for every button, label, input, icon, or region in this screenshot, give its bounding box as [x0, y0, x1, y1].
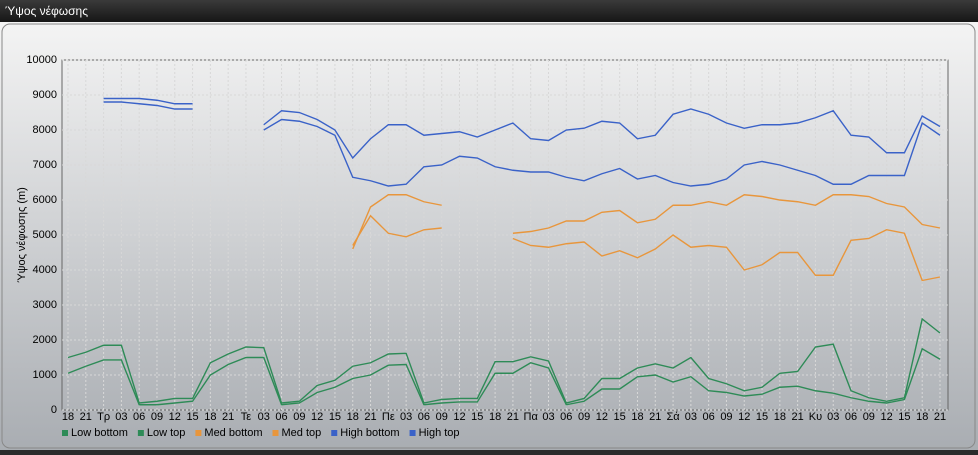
y-tick-label: 5000 [33, 229, 57, 241]
legend-label: High top [419, 427, 460, 439]
legend-swatch [195, 430, 202, 436]
x-tick-label: 12 [311, 411, 323, 423]
legend-swatch [409, 430, 416, 436]
x-tick-label: 09 [863, 411, 875, 423]
x-tick-label: 15 [329, 411, 341, 423]
y-tick-label: 7000 [33, 159, 57, 171]
x-tick-label: 21 [222, 411, 234, 423]
x-tick-label: 06 [560, 411, 572, 423]
x-tick-label: 21 [364, 411, 376, 423]
legend-swatch [272, 430, 279, 436]
x-tick-label: 03 [827, 411, 839, 423]
x-tick-label: 18 [916, 411, 928, 423]
y-axis-label: Ύψος νέφωσης (m) [16, 187, 28, 283]
x-tick-label: Σά [666, 411, 680, 423]
y-tick-label: 2000 [33, 334, 57, 346]
x-tick-label: 18 [204, 411, 216, 423]
x-tick-label: 06 [133, 411, 145, 423]
x-tick-label: 06 [275, 411, 287, 423]
legend-swatch [331, 430, 338, 436]
legend-label: Med top [282, 427, 322, 439]
series-line [352, 194, 442, 250]
window-title: Ύψος νέφωσης [5, 4, 88, 18]
x-tick-label: Τρ [97, 411, 110, 423]
x-tick-label: 03 [685, 411, 697, 423]
y-tick-label: 3000 [33, 299, 57, 311]
legend-swatch [62, 430, 68, 436]
x-tick-label: 15 [471, 411, 483, 423]
x-tick-label: Κυ [809, 411, 822, 423]
x-tick-label: 18 [631, 411, 643, 423]
y-tick-label: 6000 [33, 194, 57, 206]
x-tick-label: 15 [898, 411, 910, 423]
y-tick-label: 8000 [33, 124, 57, 136]
series-line [103, 101, 193, 110]
x-tick-label: 15 [186, 411, 198, 423]
panel [0, 22, 978, 450]
x-tick-label: Πε [382, 411, 395, 423]
x-tick-label: 12 [453, 411, 465, 423]
x-tick-label: 12 [880, 411, 892, 423]
series-line [512, 229, 941, 282]
x-tick-label: 03 [542, 411, 554, 423]
y-tick-label: 1000 [33, 369, 57, 381]
legend-label: Low bottom [71, 427, 128, 439]
y-tick-label: 0 [51, 404, 57, 416]
x-tick-label: 12 [169, 411, 181, 423]
x-tick-label: 15 [756, 411, 768, 423]
x-tick-label: 09 [578, 411, 590, 423]
x-tick-label: 21 [80, 411, 92, 423]
x-tick-label: 21 [934, 411, 946, 423]
series-line [263, 118, 941, 187]
legend-swatch [137, 430, 144, 436]
x-tick-label: 09 [436, 411, 448, 423]
series-line [67, 317, 941, 404]
x-tick-label: 21 [649, 411, 661, 423]
x-tick-label: 15 [614, 411, 626, 423]
series-line [67, 347, 941, 406]
x-tick-label: 18 [489, 411, 501, 423]
title-bar [0, 0, 978, 22]
x-tick-label: 12 [738, 411, 750, 423]
series-line [263, 108, 941, 160]
x-tick-label: 06 [703, 411, 715, 423]
x-tick-label: Πα [524, 411, 539, 423]
x-tick-label: 21 [792, 411, 804, 423]
legend-label: Med bottom [204, 427, 262, 439]
x-tick-label: 06 [418, 411, 430, 423]
x-tick-label: 18 [62, 411, 74, 423]
x-tick-label: 06 [845, 411, 857, 423]
x-tick-label: 18 [347, 411, 359, 423]
y-tick-label: 9000 [33, 89, 57, 101]
panel-border [1, 23, 976, 449]
y-tick-label: 10000 [26, 54, 57, 66]
x-tick-label: 09 [720, 411, 732, 423]
legend-label: High bottom [340, 427, 399, 439]
x-tick-label: 09 [151, 411, 163, 423]
x-tick-label: Τε [241, 411, 252, 423]
x-tick-label: 03 [258, 411, 270, 423]
series-line [103, 97, 193, 105]
x-tick-label: 03 [400, 411, 412, 423]
legend-label: Low top [147, 427, 186, 439]
x-tick-label: 21 [507, 411, 519, 423]
x-tick-label: 18 [774, 411, 786, 423]
series-line [512, 194, 941, 234]
y-tick-label: 4000 [33, 264, 57, 276]
x-tick-label: 12 [596, 411, 608, 423]
x-tick-label: 09 [293, 411, 305, 423]
x-tick-label: 03 [115, 411, 127, 423]
series-line [352, 214, 442, 246]
